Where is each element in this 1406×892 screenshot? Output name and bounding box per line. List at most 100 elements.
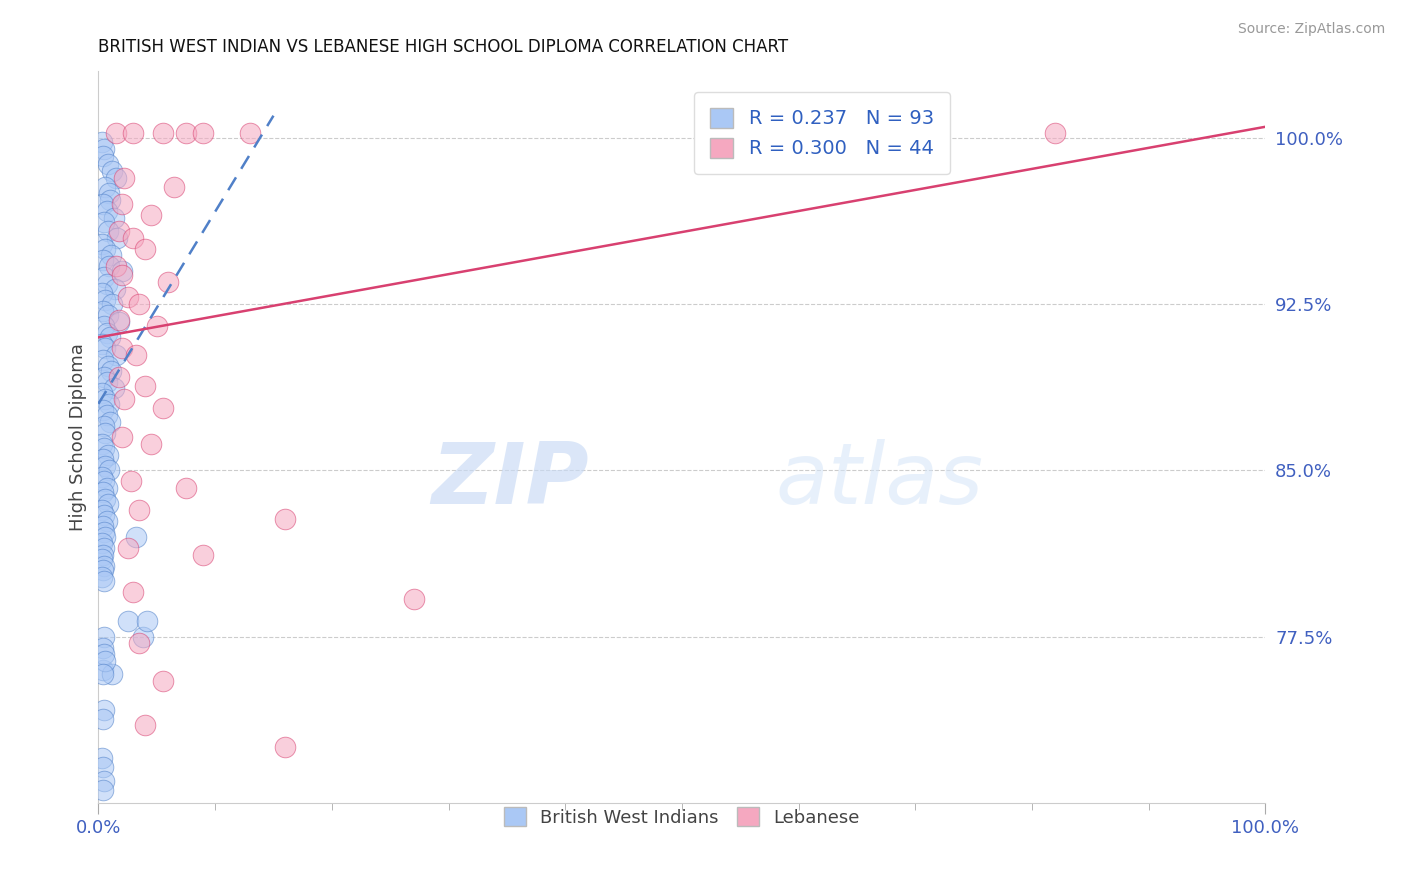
Point — [94, 530, 117, 544]
Point — [104, 170, 127, 185]
Point — [90, 552, 112, 566]
Point — [90, 570, 112, 584]
Point — [96, 277, 118, 292]
Point — [111, 342, 134, 356]
Point — [93, 703, 115, 717]
Point — [136, 614, 159, 628]
Point — [101, 164, 124, 178]
Point — [96, 326, 118, 340]
Point — [98, 330, 121, 344]
Point — [91, 452, 114, 467]
Point — [97, 186, 120, 201]
Point — [91, 712, 114, 726]
Point — [91, 782, 114, 797]
Point — [111, 264, 134, 278]
Point — [94, 492, 117, 507]
Point — [111, 197, 134, 211]
Point — [98, 193, 121, 207]
Point — [91, 563, 114, 577]
Point — [90, 285, 112, 300]
Point — [90, 237, 112, 252]
Point — [128, 297, 150, 311]
Point — [97, 463, 120, 477]
Point — [139, 209, 162, 223]
Point — [122, 127, 145, 141]
Point — [94, 654, 117, 668]
Point — [97, 308, 120, 322]
Point — [112, 392, 135, 407]
Point — [117, 614, 139, 628]
Point — [193, 127, 215, 141]
Point — [100, 248, 122, 262]
Point — [94, 425, 117, 440]
Point — [91, 352, 114, 367]
Point — [112, 170, 135, 185]
Point — [104, 282, 127, 296]
Point — [108, 224, 131, 238]
Point — [103, 211, 125, 225]
Point — [91, 518, 114, 533]
Point — [94, 179, 117, 194]
Point — [1045, 127, 1067, 141]
Point — [91, 760, 114, 774]
Point — [97, 260, 120, 274]
Text: atlas: atlas — [775, 440, 983, 523]
Point — [91, 548, 114, 562]
Point — [101, 297, 124, 311]
Point — [157, 275, 180, 289]
Point — [91, 197, 114, 211]
Point — [96, 375, 118, 389]
Point — [274, 512, 297, 526]
Point — [91, 640, 114, 655]
Point — [91, 303, 114, 318]
Y-axis label: High School Diploma: High School Diploma — [69, 343, 87, 531]
Point — [96, 204, 118, 219]
Point — [93, 475, 115, 489]
Point — [93, 773, 115, 788]
Point — [91, 667, 114, 681]
Point — [174, 481, 197, 495]
Point — [93, 558, 115, 573]
Point — [96, 481, 118, 495]
Point — [90, 136, 112, 150]
Point — [90, 337, 112, 351]
Point — [90, 436, 112, 450]
Point — [152, 127, 174, 141]
Point — [94, 392, 117, 407]
Point — [152, 673, 174, 688]
Point — [93, 525, 115, 540]
Point — [274, 740, 297, 755]
Point — [128, 503, 150, 517]
Point — [90, 470, 112, 484]
Text: ZIP: ZIP — [430, 440, 589, 523]
Point — [122, 585, 145, 599]
Point — [93, 370, 115, 384]
Point — [111, 268, 134, 283]
Point — [91, 252, 114, 267]
Point — [93, 270, 115, 285]
Point — [163, 179, 186, 194]
Point — [93, 630, 115, 644]
Point — [98, 415, 121, 429]
Point — [97, 497, 120, 511]
Point — [402, 591, 425, 606]
Point — [94, 342, 117, 356]
Point — [93, 574, 115, 589]
Text: BRITISH WEST INDIAN VS LEBANESE HIGH SCHOOL DIPLOMA CORRELATION CHART: BRITISH WEST INDIAN VS LEBANESE HIGH SCH… — [98, 38, 789, 56]
Point — [97, 359, 120, 373]
Point — [239, 127, 262, 141]
Point — [193, 548, 215, 562]
Point — [125, 348, 148, 362]
Point — [97, 397, 120, 411]
Point — [128, 636, 150, 650]
Point — [91, 148, 114, 162]
Point — [134, 379, 156, 393]
Point — [91, 663, 114, 677]
Point — [93, 441, 115, 455]
Point — [94, 293, 117, 307]
Point — [101, 667, 124, 681]
Point — [111, 430, 134, 444]
Point — [146, 319, 169, 334]
Point — [104, 348, 127, 362]
Point — [90, 751, 112, 765]
